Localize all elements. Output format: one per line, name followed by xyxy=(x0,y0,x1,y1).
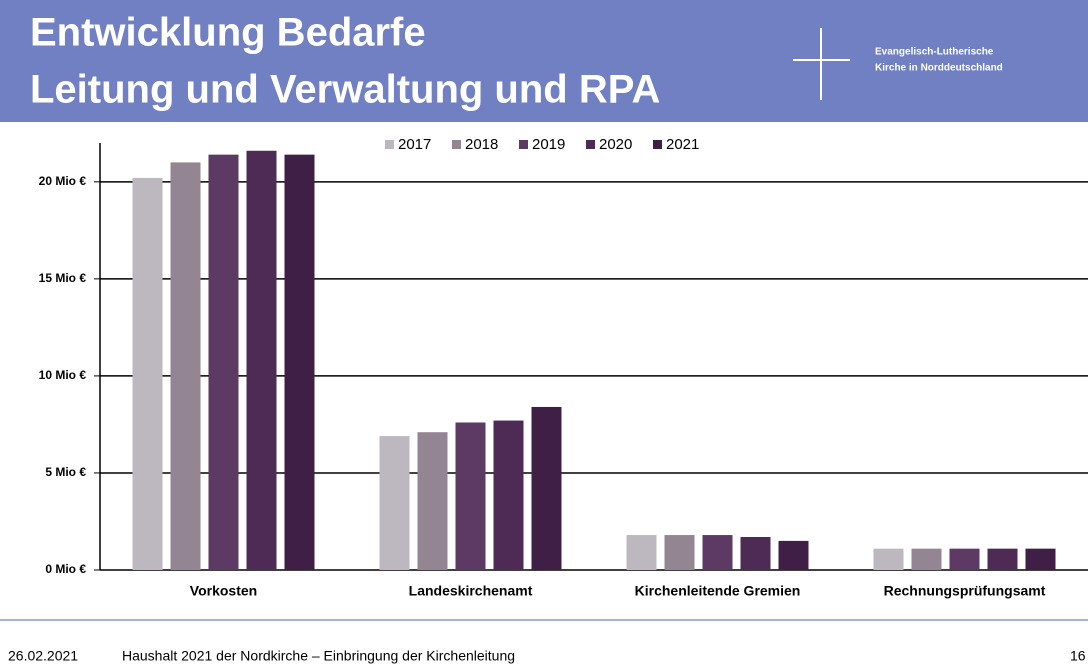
bar xyxy=(702,535,733,570)
bar xyxy=(531,406,562,570)
legend-swatch xyxy=(385,140,394,149)
org-name: Evangelisch-Lutherische xyxy=(875,47,994,58)
legend-swatch xyxy=(452,140,461,149)
y-tick-label: 15 Mio € xyxy=(39,271,87,285)
bar xyxy=(208,154,239,571)
legend-label: 2018 xyxy=(465,136,498,153)
x-tick-label: Vorkosten xyxy=(190,583,257,599)
bar xyxy=(778,540,809,570)
x-tick-label: Kirchenleitende Gremien xyxy=(635,583,801,599)
legend-swatch xyxy=(653,140,662,149)
footer-date: 26.02.2021 xyxy=(8,648,78,664)
y-tick-label: 20 Mio € xyxy=(39,174,87,188)
title: Entwicklung Bedarfe xyxy=(30,11,426,55)
footer-text: Haushalt 2021 der Nordkirche – Einbringu… xyxy=(122,648,515,664)
page-number: 16 xyxy=(1070,648,1086,664)
bar xyxy=(170,162,201,570)
bar xyxy=(246,150,277,570)
org-name: Kirche in Norddeutschland xyxy=(875,63,1003,74)
y-tick-label: 0 Mio € xyxy=(45,562,86,576)
legend-label: 2019 xyxy=(532,136,565,153)
bar xyxy=(379,436,410,570)
bar xyxy=(626,535,657,570)
logo-cross xyxy=(793,28,850,100)
bar xyxy=(417,432,448,570)
bar xyxy=(284,154,315,571)
bar xyxy=(664,535,695,570)
legend-label: 2021 xyxy=(666,136,699,153)
x-tick-label: Rechnungsprüfungsamt xyxy=(884,583,1046,599)
legend-label: 2020 xyxy=(599,136,632,153)
bar xyxy=(949,548,980,570)
y-tick-label: 5 Mio € xyxy=(45,465,86,479)
bar xyxy=(873,548,904,570)
header-band xyxy=(0,0,1088,122)
bar xyxy=(493,420,524,570)
bar xyxy=(1025,548,1056,570)
x-tick-label: Landeskirchenamt xyxy=(409,583,533,599)
bar xyxy=(740,537,771,570)
bar xyxy=(911,548,942,570)
title: Leitung und Verwaltung und RPA xyxy=(30,68,660,112)
bar xyxy=(132,177,163,570)
bar xyxy=(987,548,1018,570)
legend-swatch xyxy=(586,140,595,149)
bar xyxy=(455,422,486,570)
y-tick-label: 10 Mio € xyxy=(39,368,87,382)
legend-label: 2017 xyxy=(398,136,431,153)
legend-swatch xyxy=(519,140,528,149)
